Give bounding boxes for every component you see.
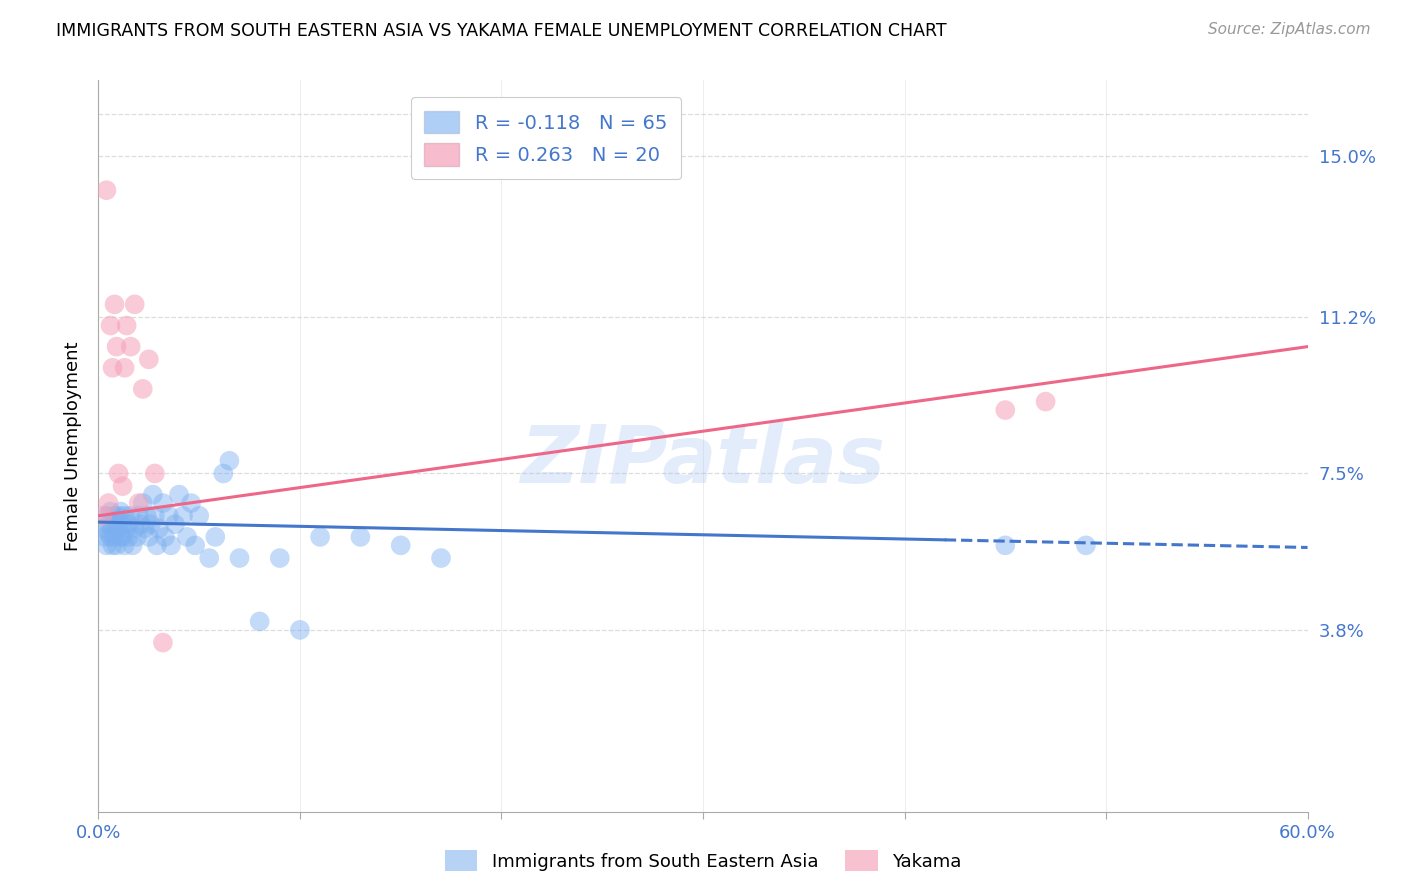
Point xyxy=(143,467,166,481)
Point xyxy=(132,382,155,396)
Point xyxy=(249,615,271,629)
Point xyxy=(111,517,134,532)
Point xyxy=(114,360,136,375)
Point xyxy=(100,318,122,333)
Point xyxy=(96,508,118,523)
Point xyxy=(93,530,115,544)
Legend: Immigrants from South Eastern Asia, Yakama: Immigrants from South Eastern Asia, Yaka… xyxy=(437,843,969,879)
Point xyxy=(120,508,142,523)
Point xyxy=(129,517,152,532)
Point xyxy=(349,530,371,544)
Point xyxy=(176,530,198,544)
Point xyxy=(111,530,134,544)
Point xyxy=(97,496,120,510)
Point xyxy=(148,521,170,535)
Point xyxy=(118,517,141,532)
Point xyxy=(128,508,150,523)
Point xyxy=(103,508,125,523)
Point xyxy=(114,508,136,523)
Point xyxy=(100,530,122,544)
Point xyxy=(157,508,180,523)
Point xyxy=(389,538,412,552)
Point xyxy=(132,496,155,510)
Point xyxy=(204,530,226,544)
Point xyxy=(269,551,291,566)
Point xyxy=(1074,538,1097,552)
Point xyxy=(96,183,118,197)
Legend: R = -0.118   N = 65, R = 0.263   N = 20: R = -0.118 N = 65, R = 0.263 N = 20 xyxy=(411,97,681,179)
Point xyxy=(105,538,128,552)
Point xyxy=(994,403,1017,417)
Point xyxy=(142,488,165,502)
Point xyxy=(91,521,114,535)
Point xyxy=(218,454,240,468)
Point xyxy=(101,360,124,375)
Point xyxy=(153,530,176,544)
Point xyxy=(110,530,132,544)
Point xyxy=(134,521,156,535)
Point xyxy=(100,504,122,518)
Point xyxy=(118,530,141,544)
Point xyxy=(180,496,202,510)
Point xyxy=(124,297,146,311)
Point xyxy=(107,521,129,535)
Text: Source: ZipAtlas.com: Source: ZipAtlas.com xyxy=(1208,22,1371,37)
Point xyxy=(111,479,134,493)
Point xyxy=(124,521,146,535)
Point xyxy=(167,488,190,502)
Point xyxy=(125,530,148,544)
Point xyxy=(143,508,166,523)
Point xyxy=(172,508,194,523)
Text: IMMIGRANTS FROM SOUTH EASTERN ASIA VS YAKAMA FEMALE UNEMPLOYMENT CORRELATION CHA: IMMIGRANTS FROM SOUTH EASTERN ASIA VS YA… xyxy=(56,22,946,40)
Point xyxy=(103,297,125,311)
Point xyxy=(105,517,128,532)
Point xyxy=(97,517,120,532)
Point xyxy=(309,530,332,544)
Point xyxy=(114,538,136,552)
Point xyxy=(1035,394,1057,409)
Point xyxy=(101,538,124,552)
Point xyxy=(163,517,186,532)
Point xyxy=(160,538,183,552)
Point xyxy=(128,496,150,510)
Point xyxy=(228,551,250,566)
Point xyxy=(101,521,124,535)
Point xyxy=(115,318,138,333)
Point xyxy=(994,538,1017,552)
Point xyxy=(152,635,174,649)
Point xyxy=(107,467,129,481)
Point xyxy=(212,467,235,481)
Point xyxy=(105,340,128,354)
Point xyxy=(139,517,162,532)
Point xyxy=(135,508,157,523)
Text: ZIPatlas: ZIPatlas xyxy=(520,422,886,500)
Point xyxy=(138,530,160,544)
Point xyxy=(97,525,120,540)
Point xyxy=(184,538,207,552)
Point xyxy=(103,530,125,544)
Point xyxy=(91,508,114,523)
Point xyxy=(121,538,143,552)
Point xyxy=(110,504,132,518)
Point xyxy=(188,508,211,523)
Point xyxy=(107,508,129,523)
Point xyxy=(115,521,138,535)
Point xyxy=(96,538,118,552)
Point xyxy=(430,551,453,566)
Point xyxy=(288,623,311,637)
Point xyxy=(146,538,169,552)
Point xyxy=(198,551,221,566)
Point xyxy=(120,340,142,354)
Point xyxy=(138,352,160,367)
Point xyxy=(152,496,174,510)
Y-axis label: Female Unemployment: Female Unemployment xyxy=(63,342,82,550)
